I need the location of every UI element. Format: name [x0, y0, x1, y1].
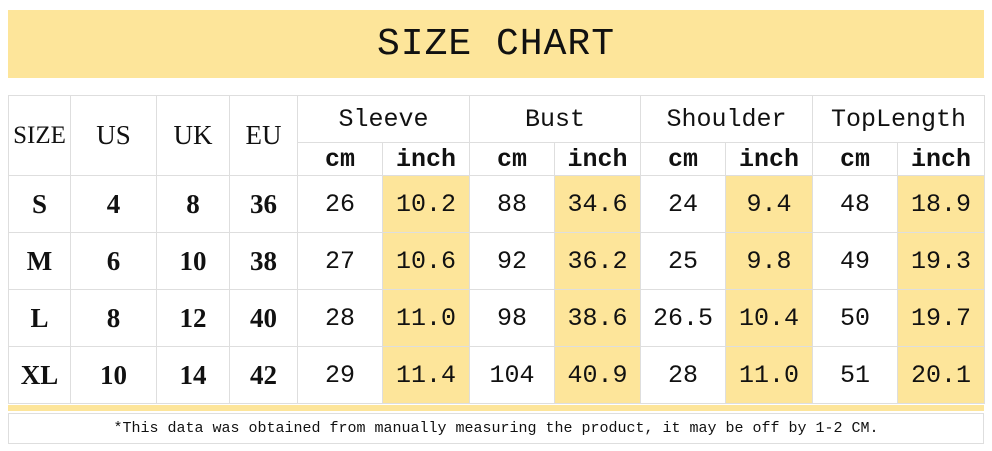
unit-inch: inch — [897, 142, 986, 176]
divider-strip — [8, 405, 984, 411]
cell-inch: 9.4 — [725, 175, 814, 233]
header-us: US — [70, 95, 157, 176]
unit-cm: cm — [469, 142, 556, 176]
unit-cm: cm — [640, 142, 727, 176]
cell-size: M — [8, 232, 71, 290]
cell-inch: 11.0 — [725, 346, 814, 404]
cell-inch: 10.6 — [381, 232, 471, 290]
cell-cm: 49 — [812, 232, 899, 290]
header-bust: Bust — [469, 95, 642, 143]
header-row: SIZE US UK EU Sleeve Bust Shoulder TopLe… — [8, 95, 986, 176]
cell-uk: 14 — [156, 346, 230, 404]
cell-inch: 10.2 — [381, 175, 471, 233]
header-size: SIZE — [8, 95, 71, 176]
cell-cm: 51 — [812, 346, 899, 404]
cell-eu: 38 — [229, 232, 298, 290]
cell-inch: 40.9 — [554, 346, 642, 404]
table-row: S 4 8 36 26 10.2 88 34.6 24 9.4 48 18.9 — [8, 175, 986, 233]
cell-inch: 34.6 — [554, 175, 642, 233]
cell-size: L — [8, 289, 71, 347]
cell-inch: 19.3 — [897, 232, 986, 290]
unit-cm: cm — [297, 142, 383, 176]
cell-cm: 28 — [297, 289, 383, 347]
cell-inch: 11.0 — [381, 289, 471, 347]
cell-cm: 92 — [469, 232, 556, 290]
cell-eu: 36 — [229, 175, 298, 233]
cell-cm: 48 — [812, 175, 899, 233]
cell-uk: 8 — [156, 175, 230, 233]
unit-inch: inch — [725, 142, 814, 176]
header-toplength: TopLength — [812, 95, 986, 143]
cell-uk: 12 — [156, 289, 230, 347]
cell-inch: 20.1 — [897, 346, 986, 404]
cell-eu: 42 — [229, 346, 298, 404]
cell-uk: 10 — [156, 232, 230, 290]
cell-cm: 98 — [469, 289, 556, 347]
cell-size: S — [8, 175, 71, 233]
cell-cm: 28 — [640, 346, 727, 404]
size-table: SIZE US UK EU Sleeve Bust Shoulder TopLe… — [8, 95, 986, 404]
measurement-note: *This data was obtained from manually me… — [8, 413, 984, 444]
header-sleeve: Sleeve — [296, 95, 471, 143]
cell-cm: 24 — [640, 175, 727, 233]
cell-inch: 36.2 — [554, 232, 642, 290]
header-uk: UK — [156, 95, 230, 176]
cell-cm: 26.5 — [640, 289, 727, 347]
cell-cm: 50 — [812, 289, 899, 347]
cell-us: 4 — [70, 175, 157, 233]
cell-us: 10 — [70, 346, 157, 404]
cell-cm: 104 — [469, 346, 556, 404]
cell-us: 8 — [70, 289, 157, 347]
cell-inch: 10.4 — [725, 289, 814, 347]
header-shoulder: Shoulder — [640, 95, 814, 143]
cell-cm: 26 — [297, 175, 383, 233]
cell-cm: 88 — [469, 175, 556, 233]
table-row: XL 10 14 42 29 11.4 104 40.9 28 11.0 51 20.1 — [8, 346, 986, 404]
cell-size: XL — [8, 346, 71, 404]
unit-cm: cm — [812, 142, 899, 176]
cell-inch: 18.9 — [897, 175, 986, 233]
page-title: SIZE CHART — [8, 10, 984, 78]
cell-inch: 9.8 — [725, 232, 814, 290]
cell-inch: 38.6 — [554, 289, 642, 347]
cell-inch: 19.7 — [897, 289, 986, 347]
table-row: L 8 12 40 28 11.0 98 38.6 26.5 10.4 50 19.7 — [8, 289, 986, 347]
cell-cm: 29 — [297, 346, 383, 404]
cell-cm: 25 — [640, 232, 727, 290]
header-eu: EU — [229, 95, 298, 176]
cell-eu: 40 — [229, 289, 298, 347]
cell-cm: 27 — [297, 232, 383, 290]
unit-inch: inch — [381, 142, 471, 176]
cell-inch: 11.4 — [381, 346, 471, 404]
table-row: M 6 10 38 27 10.6 92 36.2 25 9.8 49 19.3 — [8, 232, 986, 290]
unit-inch: inch — [554, 142, 642, 176]
cell-us: 6 — [70, 232, 157, 290]
